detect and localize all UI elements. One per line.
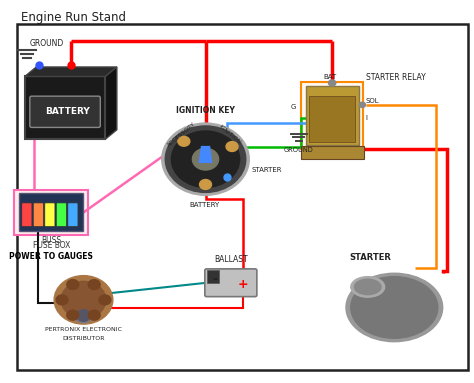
FancyBboxPatch shape — [301, 82, 363, 149]
Circle shape — [165, 126, 246, 192]
Circle shape — [61, 282, 106, 318]
FancyBboxPatch shape — [68, 203, 78, 226]
FancyBboxPatch shape — [19, 193, 83, 231]
Circle shape — [99, 295, 111, 305]
FancyBboxPatch shape — [22, 203, 32, 226]
FancyBboxPatch shape — [33, 203, 44, 226]
Circle shape — [67, 280, 79, 290]
Circle shape — [328, 80, 336, 86]
FancyBboxPatch shape — [301, 146, 364, 159]
Circle shape — [77, 310, 91, 321]
Text: BAT: BAT — [323, 74, 337, 80]
Text: ACCESSORY: ACCESSORY — [166, 121, 197, 148]
Circle shape — [67, 310, 79, 320]
Text: GROUND: GROUND — [29, 39, 64, 48]
FancyBboxPatch shape — [56, 203, 66, 226]
Circle shape — [162, 123, 249, 195]
Ellipse shape — [351, 277, 385, 297]
Text: IGNITION KEY: IGNITION KEY — [176, 106, 235, 115]
Text: FUSE BOX: FUSE BOX — [33, 241, 70, 250]
FancyBboxPatch shape — [306, 86, 359, 145]
Text: STARTER RELAY: STARTER RELAY — [365, 73, 425, 82]
Text: POWER TO GAUGES: POWER TO GAUGES — [9, 252, 93, 261]
Circle shape — [88, 280, 100, 290]
Circle shape — [192, 148, 219, 170]
FancyBboxPatch shape — [14, 190, 88, 235]
Circle shape — [226, 142, 238, 152]
Circle shape — [178, 136, 190, 146]
Text: -: - — [213, 273, 218, 286]
FancyBboxPatch shape — [17, 24, 468, 370]
Text: STARTER: STARTER — [252, 167, 282, 173]
Polygon shape — [199, 146, 212, 163]
Ellipse shape — [75, 308, 92, 322]
Circle shape — [172, 131, 240, 187]
FancyBboxPatch shape — [207, 270, 219, 283]
Ellipse shape — [355, 279, 381, 295]
Text: SOL: SOL — [365, 98, 379, 104]
Text: STARTER: STARTER — [349, 253, 391, 262]
Text: BATTERY: BATTERY — [190, 202, 220, 208]
Text: DISTRIBUTOR: DISTRIBUTOR — [62, 336, 105, 342]
Text: Engine Run Stand: Engine Run Stand — [21, 11, 126, 24]
Text: BALLAST: BALLAST — [214, 255, 247, 264]
Text: PERTRONIX ELECTRONIC: PERTRONIX ELECTRONIC — [45, 327, 122, 332]
Text: BUSS: BUSS — [41, 236, 61, 245]
FancyBboxPatch shape — [30, 96, 100, 128]
Text: BATTERY: BATTERY — [45, 107, 90, 116]
Circle shape — [200, 180, 211, 190]
Text: G: G — [291, 104, 296, 110]
Text: I: I — [365, 115, 367, 121]
Polygon shape — [105, 67, 117, 139]
Text: +: + — [237, 278, 248, 291]
Text: GROUND: GROUND — [284, 147, 314, 153]
FancyBboxPatch shape — [309, 96, 356, 142]
FancyBboxPatch shape — [45, 203, 55, 226]
Circle shape — [359, 102, 365, 108]
Ellipse shape — [351, 277, 438, 338]
FancyBboxPatch shape — [25, 77, 105, 139]
Polygon shape — [25, 67, 117, 77]
Text: IGNITION: IGNITION — [218, 124, 242, 145]
Circle shape — [56, 295, 68, 305]
FancyBboxPatch shape — [205, 269, 257, 296]
Circle shape — [88, 310, 100, 320]
Ellipse shape — [346, 273, 443, 342]
Circle shape — [54, 276, 113, 324]
